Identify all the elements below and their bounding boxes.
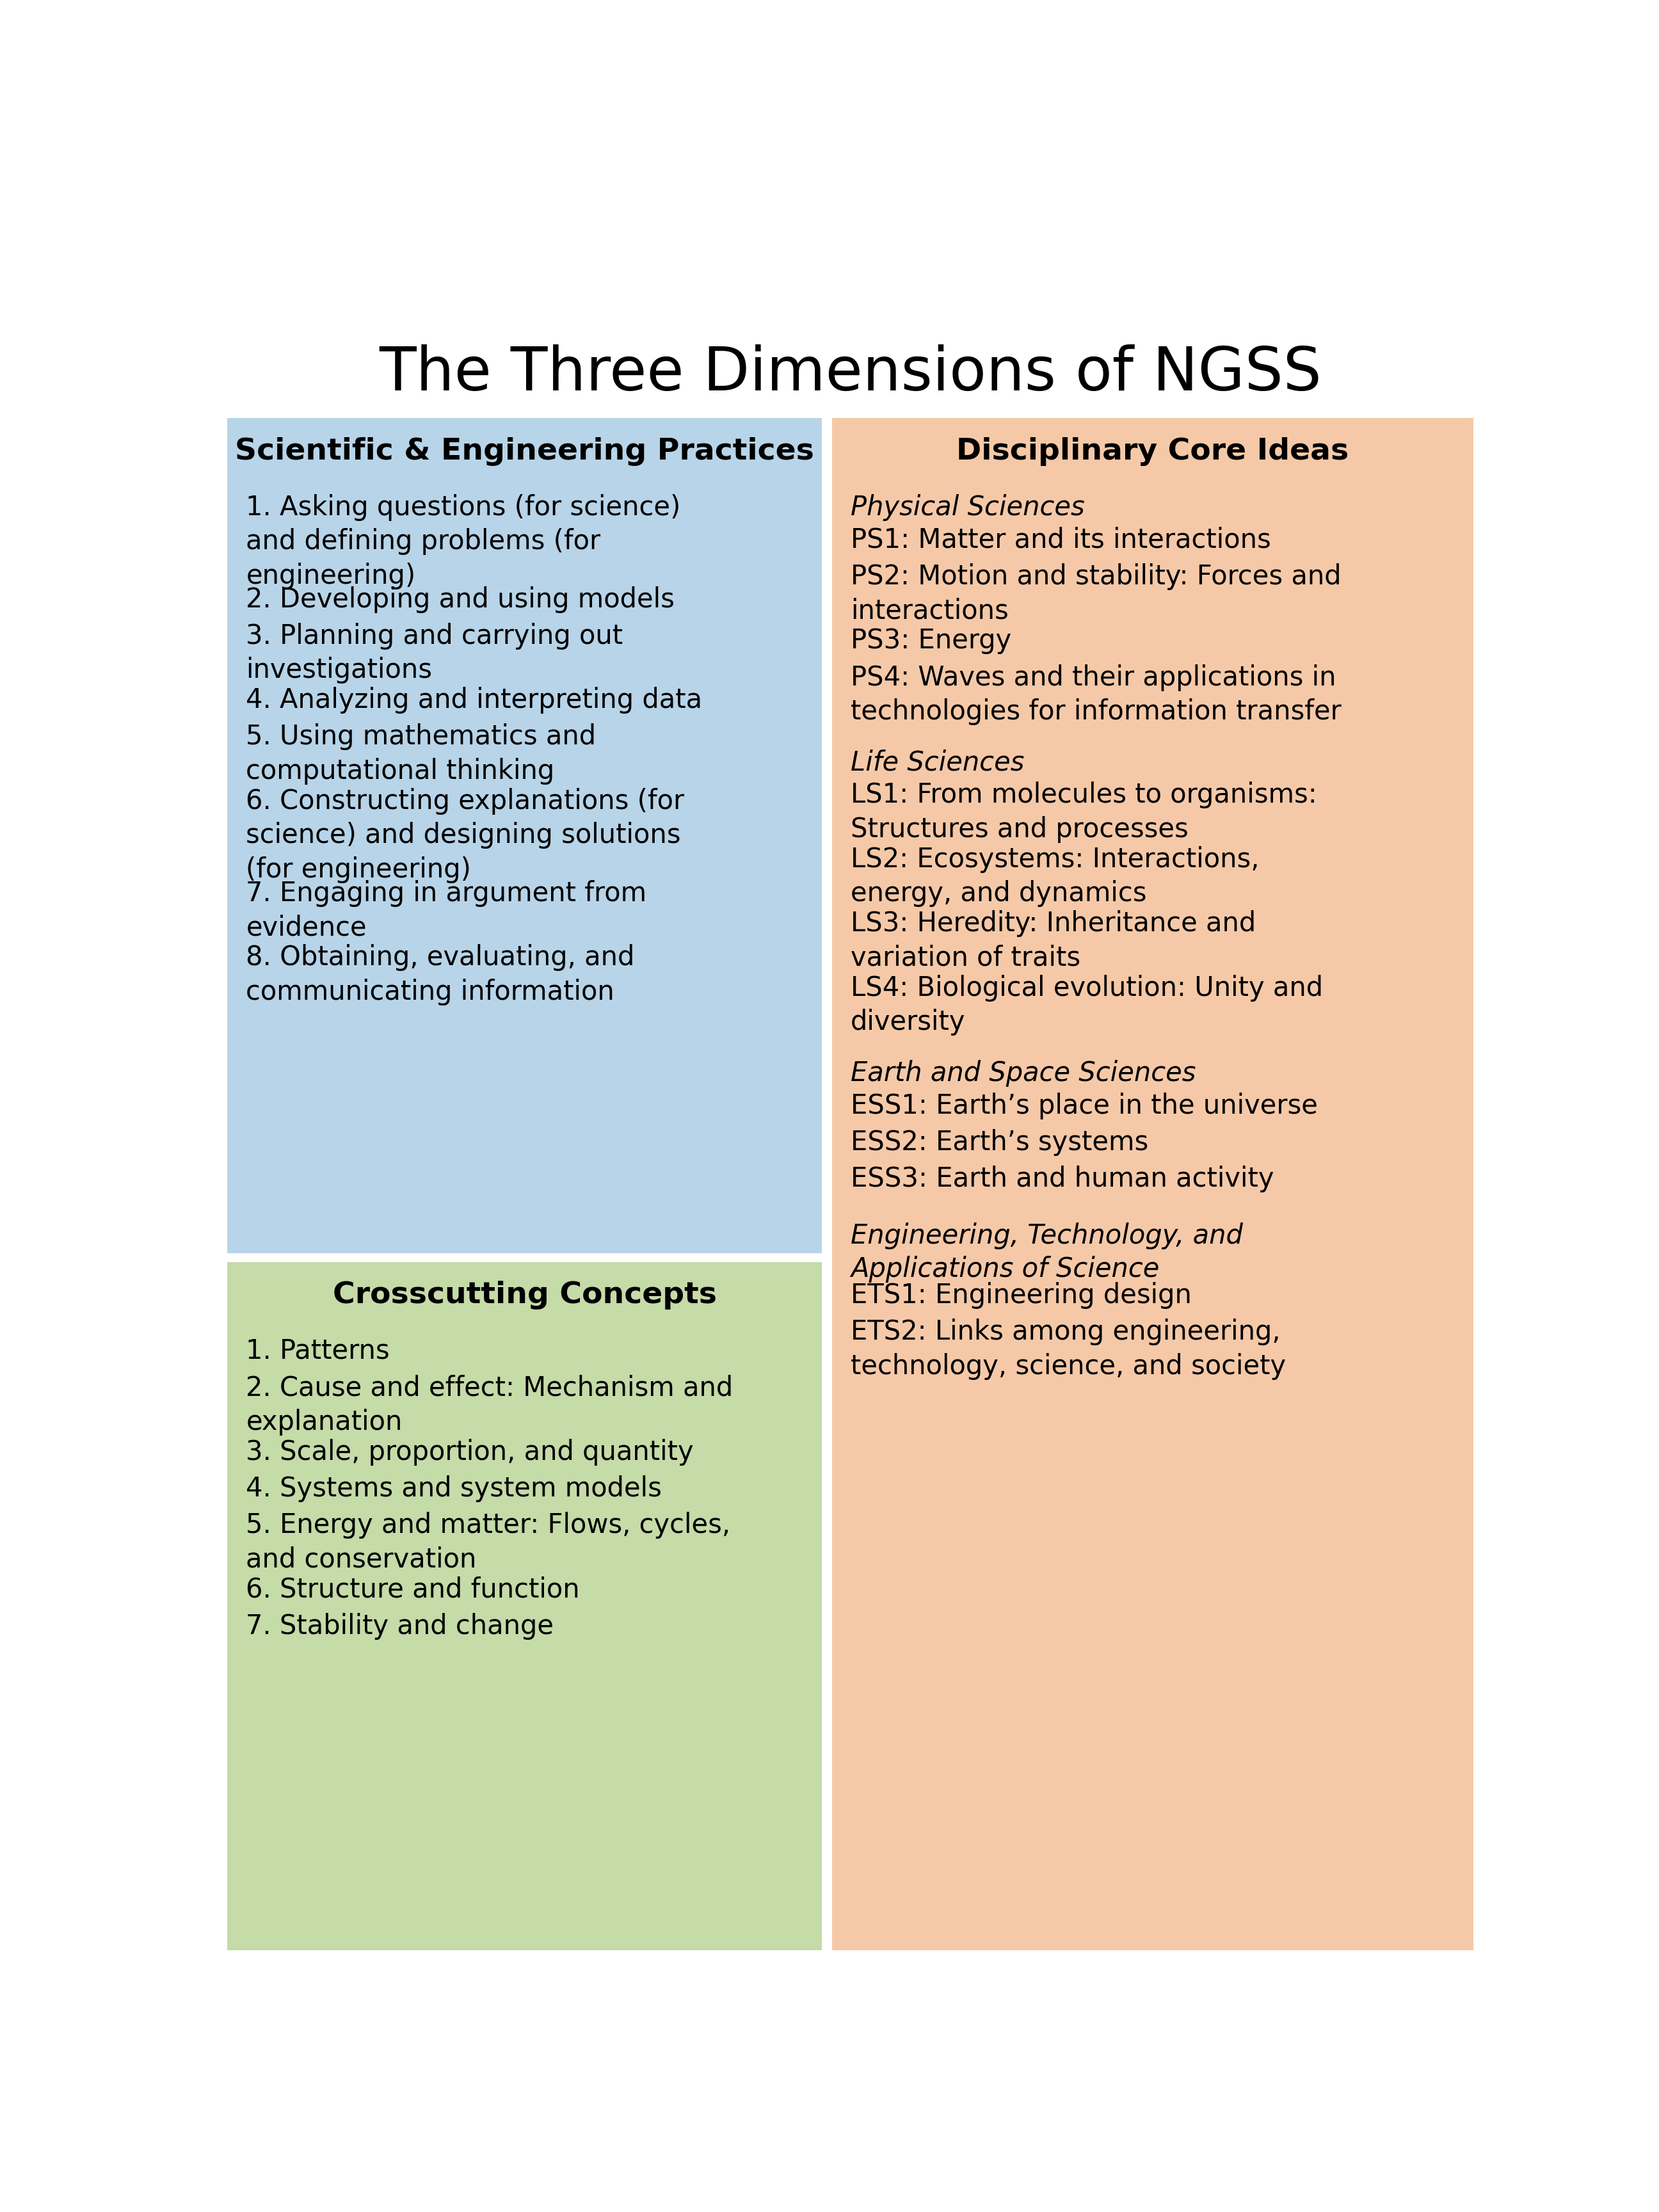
Text: Life Sciences: Life Sciences [851, 750, 1024, 776]
Text: 4. Analyzing and interpreting data: 4. Analyzing and interpreting data [246, 688, 702, 714]
Text: 3. Scale, proportion, and quantity: 3. Scale, proportion, and quantity [246, 1438, 693, 1464]
Text: 7. Stability and change: 7. Stability and change [246, 1613, 554, 1639]
FancyBboxPatch shape [831, 418, 1473, 1951]
Text: ESS3: Earth and human activity: ESS3: Earth and human activity [851, 1166, 1274, 1192]
Text: Scientific & Engineering Practices: Scientific & Engineering Practices [236, 438, 815, 467]
Text: 2. Developing and using models: 2. Developing and using models [246, 586, 675, 613]
Text: 5. Energy and matter: Flows, cycles,
and conservation: 5. Energy and matter: Flows, cycles, and… [246, 1511, 730, 1573]
Text: 1. Asking questions (for science)
and defining problems (for
engineering): 1. Asking questions (for science) and de… [246, 493, 680, 588]
Text: ESS1: Earth’s place in the universe: ESS1: Earth’s place in the universe [851, 1093, 1317, 1119]
Text: Crosscutting Concepts: Crosscutting Concepts [332, 1281, 717, 1310]
Text: LS3: Heredity: Inheritance and
variation of traits: LS3: Heredity: Inheritance and variation… [851, 911, 1256, 971]
Text: 6. Constructing explanations (for
science) and designing solutions
(for engineer: 6. Constructing explanations (for scienc… [246, 787, 685, 883]
Text: ETS1: Engineering design: ETS1: Engineering design [851, 1283, 1191, 1310]
Text: PS4: Waves and their applications in
technologies for information transfer: PS4: Waves and their applications in tec… [851, 664, 1342, 726]
Text: 4. Systems and system models: 4. Systems and system models [246, 1475, 662, 1502]
Text: Earth and Space Sciences: Earth and Space Sciences [851, 1060, 1196, 1086]
Text: ESS2: Earth’s systems: ESS2: Earth’s systems [851, 1128, 1148, 1155]
Text: 7. Engaging in argument from
evidence: 7. Engaging in argument from evidence [246, 880, 647, 940]
Text: 3. Planning and carrying out
investigations: 3. Planning and carrying out investigati… [246, 622, 624, 684]
Text: Physical Sciences: Physical Sciences [851, 493, 1085, 520]
Text: Disciplinary Core Ideas: Disciplinary Core Ideas [956, 438, 1349, 467]
Text: The Three Dimensions of NGSS: The Three Dimensions of NGSS [378, 345, 1322, 403]
Text: 6. Structure and function: 6. Structure and function [246, 1577, 581, 1604]
Text: 5. Using mathematics and
computational thinking: 5. Using mathematics and computational t… [246, 723, 596, 785]
Text: 1. Patterns: 1. Patterns [246, 1338, 390, 1365]
Text: LS1: From molecules to organisms:
Structures and processes: LS1: From molecules to organisms: Struct… [851, 781, 1317, 843]
Text: PS1: Matter and its interactions: PS1: Matter and its interactions [851, 526, 1271, 553]
Text: ETS2: Links among engineering,
technology, science, and society: ETS2: Links among engineering, technolog… [851, 1318, 1286, 1380]
Text: PS2: Motion and stability: Forces and
interactions: PS2: Motion and stability: Forces and in… [851, 564, 1342, 624]
Text: PS3: Energy: PS3: Energy [851, 628, 1012, 655]
Text: Engineering, Technology, and
Applications of Science: Engineering, Technology, and Application… [851, 1223, 1243, 1283]
Text: 8. Obtaining, evaluating, and
communicating information: 8. Obtaining, evaluating, and communicat… [246, 945, 635, 1006]
Text: LS4: Biological evolution: Unity and
diversity: LS4: Biological evolution: Unity and div… [851, 975, 1324, 1035]
FancyBboxPatch shape [227, 1261, 821, 1951]
Text: 2. Cause and effect: Mechanism and
explanation: 2. Cause and effect: Mechanism and expla… [246, 1374, 733, 1436]
FancyBboxPatch shape [227, 418, 821, 1252]
Text: LS2: Ecosystems: Interactions,
energy, and dynamics: LS2: Ecosystems: Interactions, energy, a… [851, 845, 1259, 907]
